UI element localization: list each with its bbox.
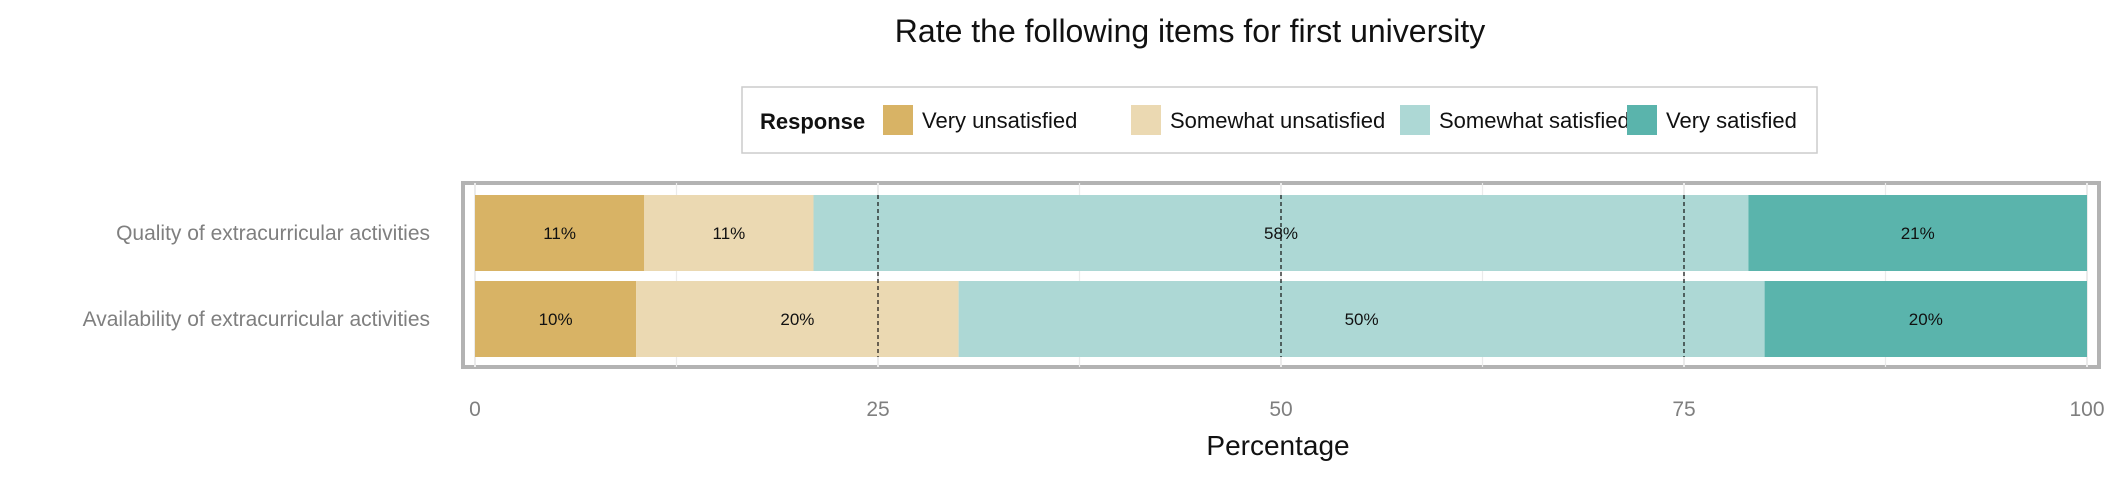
bar-segment — [636, 281, 959, 357]
x-tick-label: 25 — [866, 398, 889, 421]
bar-segment — [1748, 195, 2087, 271]
y-axis-category-label: Quality of extracurricular activities — [116, 222, 430, 245]
legend-swatch — [1627, 105, 1657, 135]
legend-swatch — [1400, 105, 1430, 135]
bar-segment — [644, 195, 814, 271]
bar-data-label: 20% — [780, 310, 814, 329]
legend-item-label: Very unsatisfied — [922, 108, 1077, 133]
legend-swatch — [883, 105, 913, 135]
plot-area: 11% 11% 58% 21% 10% 20% 50% 20% — [461, 181, 2101, 369]
chart-title: Rate the following items for first unive… — [895, 13, 1485, 49]
bar-data-label: 21% — [1901, 224, 1935, 243]
bar-segment — [475, 281, 637, 357]
bar-data-label: 11% — [543, 224, 576, 243]
x-axis-title: Percentage — [1206, 430, 1349, 461]
bar-data-label: 50% — [1345, 310, 1379, 329]
legend-title: Response — [760, 109, 865, 134]
legend-item-label: Somewhat satisfied — [1439, 108, 1630, 133]
bar-data-label: 10% — [539, 310, 573, 329]
bar-segment — [1764, 281, 2087, 357]
y-axis-category-label: Availability of extracurricular activiti… — [83, 308, 430, 331]
chart-legend: Response Very unsatisfied Somewhat unsati… — [741, 86, 1818, 154]
x-tick-label: 100 — [2069, 398, 2104, 421]
bar-segment — [958, 281, 1765, 357]
bar-data-label: 11% — [713, 224, 746, 243]
legend-swatch — [1131, 105, 1161, 135]
bar-data-label: 20% — [1909, 310, 1943, 329]
bar-segment — [475, 195, 645, 271]
legend-item-label: Very satisfied — [1666, 108, 1797, 133]
bar-data-label: 58% — [1264, 224, 1298, 243]
x-tick-label: 0 — [469, 398, 481, 421]
legend-item-label: Somewhat unsatisfied — [1170, 108, 1385, 133]
x-tick-label: 50 — [1269, 398, 1292, 421]
x-tick-label: 75 — [1672, 398, 1695, 421]
